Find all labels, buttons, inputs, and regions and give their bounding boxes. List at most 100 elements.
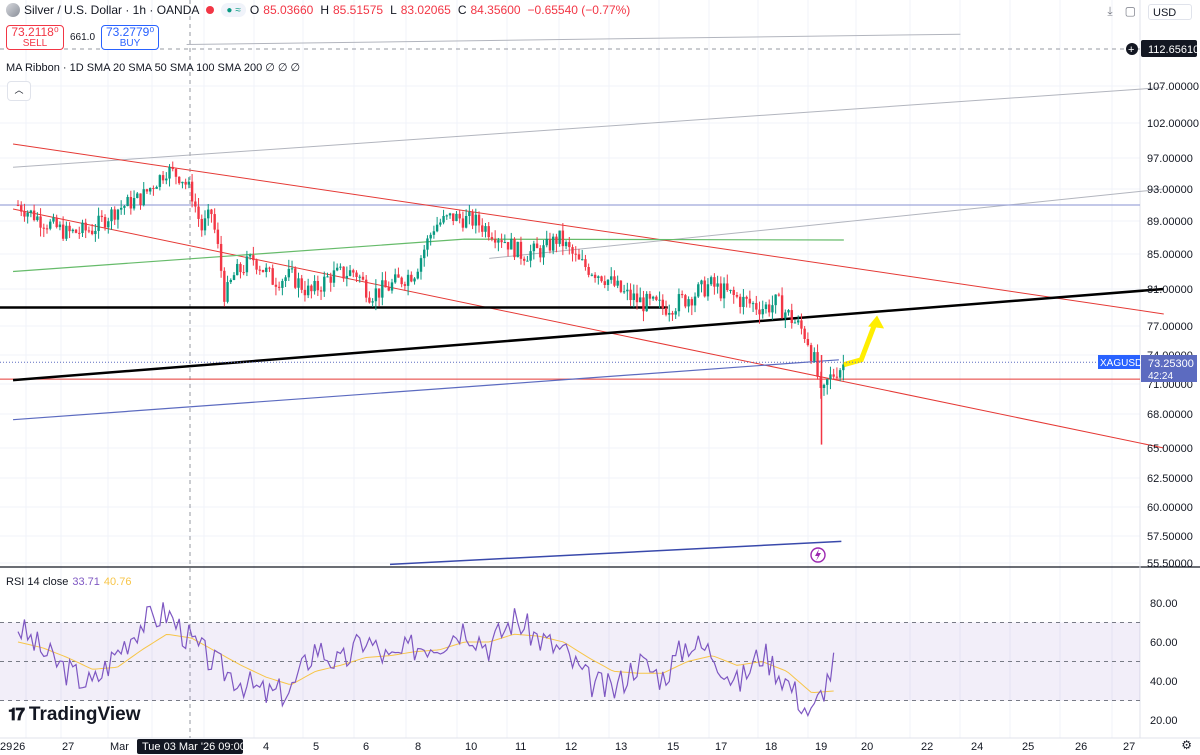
- collapse-legend-button[interactable]: ︿: [7, 81, 31, 101]
- rsi-line: [17, 602, 835, 718]
- time-tick-label: 15: [667, 741, 679, 753]
- candle-body: [129, 196, 133, 209]
- red-channel-lower: [12, 208, 1164, 449]
- price-tick-label: 77.00000: [1147, 321, 1193, 333]
- indicator-pill[interactable]: ● ≈: [221, 3, 246, 17]
- candle-body: [297, 278, 300, 288]
- rsi-legend[interactable]: RSI 14 close 33.71 40.76: [6, 576, 131, 588]
- candle-body: [664, 308, 668, 315]
- candle-body: [452, 213, 455, 222]
- candle-body: [606, 279, 610, 285]
- time-tick-label: 13: [615, 741, 627, 753]
- candle-body: [345, 275, 349, 279]
- countdown-label: 42:24: [1148, 371, 1173, 382]
- forecast-arrowhead: [868, 315, 885, 329]
- candle-body: [339, 266, 342, 268]
- chart-header: Silver / U.S. Dollar · 1h · OANDA ● ≈ O 85…: [6, 3, 630, 17]
- candle-body: [748, 298, 752, 304]
- candle-body: [58, 224, 62, 228]
- ohlc-high-key: H: [320, 3, 329, 17]
- time-tick-label: 20: [861, 741, 873, 753]
- candle-body: [600, 276, 603, 282]
- candle-body: [677, 294, 681, 312]
- sell-button[interactable]: 73.2118⁰ SELL: [6, 25, 64, 50]
- settings-gear-icon[interactable]: ⚙: [1181, 738, 1192, 752]
- crosshair-time-box: [137, 739, 243, 754]
- candle-body: [516, 241, 519, 258]
- candle-body: [68, 225, 71, 232]
- candle-body: [619, 280, 623, 292]
- candle-body: [210, 209, 213, 215]
- candle-body: [426, 238, 429, 250]
- candle-body: [658, 299, 661, 301]
- time-tick-label: 24: [971, 741, 983, 753]
- candle-body: [100, 215, 104, 218]
- tradingview-logo[interactable]: 𝟏𝟕 TradingView: [8, 704, 140, 726]
- blue-ma-line: [12, 359, 839, 421]
- candle-body: [726, 283, 729, 291]
- candle-body: [16, 205, 20, 206]
- candle-body: [42, 227, 45, 229]
- ohlc-close-key: C: [457, 3, 467, 17]
- market-status-icon: [206, 6, 215, 14]
- ohlc-open-key: O: [249, 3, 260, 17]
- price-tick-label: 65.00000: [1147, 443, 1193, 455]
- candle-body: [332, 270, 336, 283]
- candle-body: [190, 181, 194, 202]
- rsi-label: RSI 14 close: [6, 576, 69, 588]
- candle-body: [194, 201, 197, 207]
- lightning-bolt-icon: [815, 549, 821, 561]
- candle-body: [94, 230, 97, 235]
- candle-body: [178, 176, 181, 184]
- candle-body: [529, 251, 532, 261]
- candle-body: [493, 239, 497, 243]
- download-icon[interactable]: ⤓: [1107, 4, 1113, 18]
- candle-body: [352, 270, 355, 273]
- ma-ribbon-legend[interactable]: MA Ribbon · 1D SMA 20 SMA 50 SMA 100 SMA…: [6, 62, 301, 74]
- price-tick-label: 55.50000: [1147, 558, 1193, 570]
- candle-body: [787, 310, 790, 313]
- candle-body: [497, 240, 500, 243]
- buy-button[interactable]: 73.2779⁰ BUY: [101, 25, 160, 50]
- candle-body: [780, 295, 784, 319]
- fullscreen-icon[interactable]: ▢: [1124, 4, 1136, 18]
- candle-body: [310, 285, 313, 292]
- candle-body: [103, 217, 107, 228]
- candle-body: [738, 296, 742, 307]
- candle-body: [629, 289, 632, 301]
- candle-body: [203, 218, 207, 231]
- navy-ma-line: [389, 540, 842, 566]
- price-tick-label: 62.50000: [1147, 473, 1193, 485]
- candle-body: [397, 274, 400, 278]
- candle-body: [207, 209, 210, 219]
- candle-body: [545, 238, 548, 246]
- candle-body: [832, 374, 835, 377]
- add-alert-icon: [1126, 43, 1138, 55]
- candle-body: [65, 225, 68, 239]
- candle-body: [764, 304, 768, 309]
- candle-body: [74, 229, 78, 233]
- last-price-box: [1141, 355, 1197, 382]
- candle-body: [590, 274, 594, 276]
- candle-body: [290, 268, 294, 270]
- candle-body: [455, 213, 458, 222]
- candle-body: [680, 294, 684, 296]
- time-tick-label: 5: [313, 741, 319, 753]
- candle-body: [610, 276, 613, 280]
- symbol-title[interactable]: Silver / U.S. Dollar · 1h · OANDA: [24, 3, 200, 17]
- candle-body: [258, 269, 261, 271]
- candle-body: [587, 267, 590, 275]
- candle-body: [313, 280, 316, 292]
- currency-select[interactable]: USD: [1148, 4, 1192, 20]
- candle-body: [706, 284, 710, 297]
- candle-body: [793, 322, 797, 324]
- candle-body: [797, 320, 800, 323]
- candle-body: [464, 215, 468, 228]
- candle-body: [487, 226, 490, 238]
- candle-body: [226, 282, 229, 302]
- candle-body: [597, 276, 600, 278]
- candle-body: [697, 284, 700, 297]
- candle-body: [709, 277, 713, 285]
- candle-body: [435, 224, 439, 232]
